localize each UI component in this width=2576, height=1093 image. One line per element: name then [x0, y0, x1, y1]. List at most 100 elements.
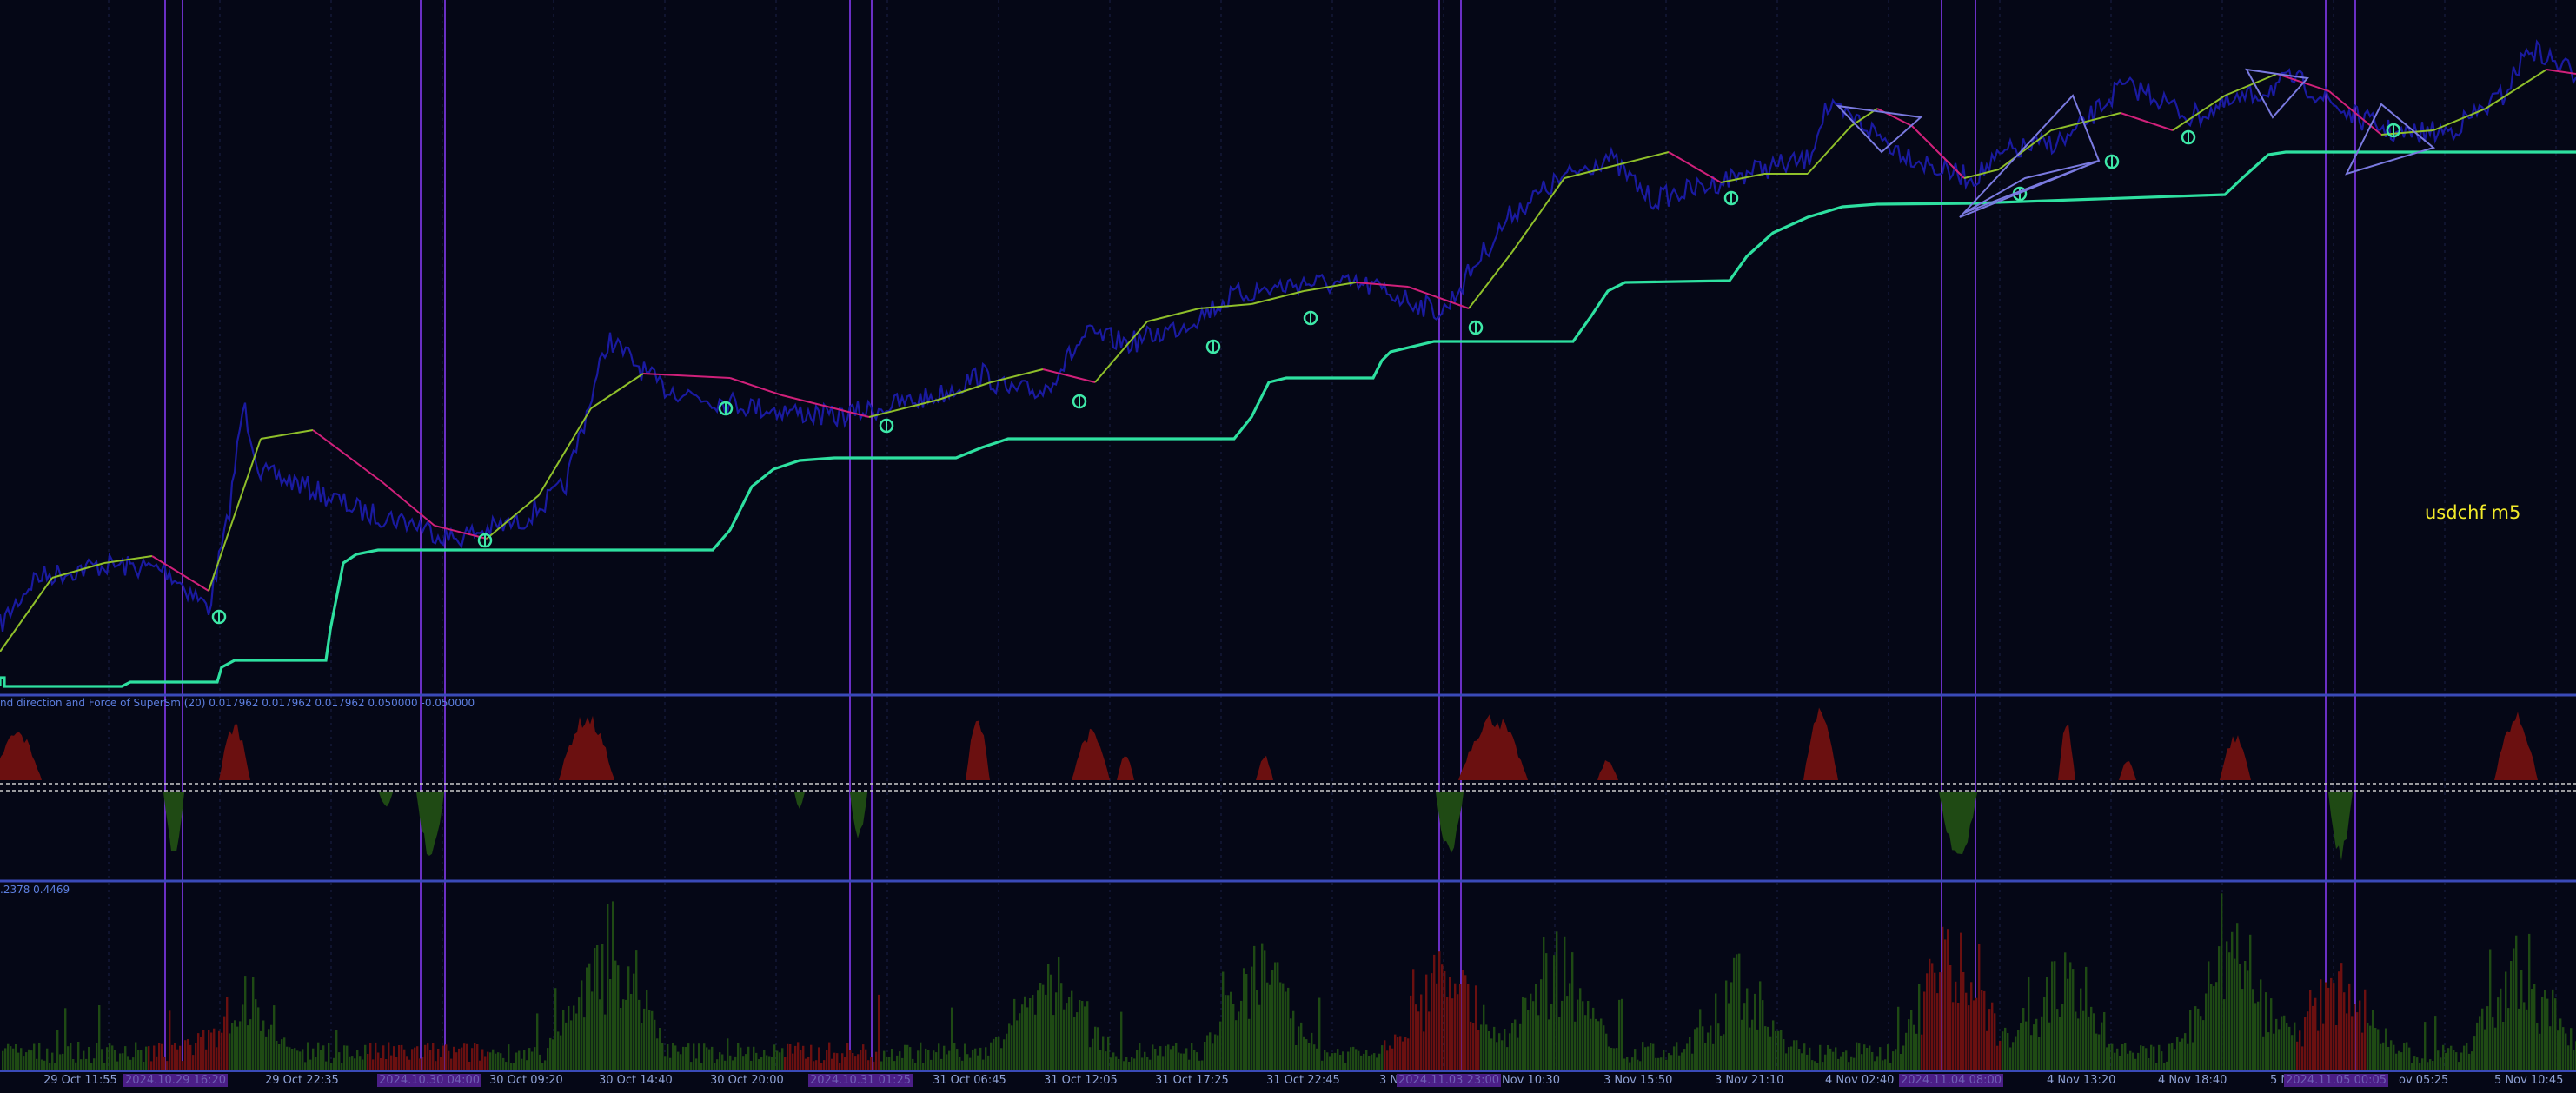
- bull-force-area: [1939, 792, 1977, 855]
- volume-bar: [742, 1056, 745, 1070]
- signal-marker-icon: [2386, 123, 2401, 138]
- volume-bar: [330, 1063, 333, 1070]
- volume-bar: [1493, 1026, 1496, 1070]
- volume-bar: [857, 1054, 860, 1070]
- volume-bar: [1981, 990, 1983, 1070]
- volume-bar: [1423, 1031, 1425, 1070]
- volume-bar: [1616, 1048, 1618, 1070]
- volume-bar: [1264, 950, 1266, 1070]
- volume-bar: [75, 1062, 77, 1070]
- volume-bar: [985, 1047, 987, 1070]
- volume-bar: [1331, 1053, 1334, 1070]
- volume-bar: [750, 1060, 753, 1070]
- volume-bar: [273, 1005, 276, 1070]
- volume-bar: [2314, 997, 2317, 1070]
- volume-bar: [2249, 934, 2252, 1070]
- volume-bar: [2082, 1010, 2085, 1070]
- volume-bar: [641, 1023, 643, 1070]
- volume-bar: [909, 1047, 912, 1070]
- volume-bar: [46, 1048, 49, 1070]
- volume-bar: [484, 1056, 487, 1070]
- volume-bar: [2192, 1042, 2194, 1070]
- volume-bar: [1094, 1026, 1097, 1070]
- volume-bar: [1008, 1023, 1011, 1070]
- volume-bar: [2043, 997, 2046, 1070]
- volume-bar: [487, 1051, 489, 1070]
- volume-bar: [1232, 1004, 1235, 1070]
- volume-bar: [2119, 1056, 2121, 1070]
- volume-bar: [768, 1056, 771, 1070]
- volume-bar: [1050, 974, 1052, 1070]
- volume-bar: [1999, 1040, 2002, 1070]
- volume-bar: [427, 1043, 429, 1070]
- volume-bar: [1605, 1033, 1608, 1070]
- volume-bar: [119, 1053, 122, 1070]
- volume-bar: [2153, 1046, 2155, 1070]
- volume-bar: [312, 1048, 315, 1070]
- volume-bar: [667, 1044, 669, 1070]
- volume-bar: [1308, 1043, 1311, 1070]
- volume-bar: [1326, 1052, 1329, 1070]
- volume-bar: [419, 1058, 422, 1070]
- volume-bar: [1592, 1007, 1595, 1070]
- bear-force-area: [966, 720, 990, 780]
- volume-bar: [15, 1044, 17, 1070]
- volume-bar: [2390, 1040, 2393, 1070]
- volume-bar: [1777, 1030, 1780, 1070]
- volume-bar: [1733, 957, 1736, 1070]
- volume-bar: [1029, 998, 1032, 1070]
- volume-bar: [1683, 1049, 1686, 1070]
- signal-marker-ring: [718, 401, 734, 416]
- volume-bar: [964, 1043, 966, 1070]
- smoothed-line-segment: [103, 555, 153, 564]
- volume-bar: [166, 1061, 169, 1070]
- smoothed-line-segment: [1998, 129, 2052, 170]
- volume-bar: [1251, 966, 1253, 1070]
- volume-bar: [1165, 1045, 1167, 1070]
- volume-bar: [1318, 997, 1321, 1070]
- volume-bar: [1603, 1025, 1605, 1070]
- volume-bar: [1577, 999, 1579, 1070]
- volume-bar: [1131, 1057, 1133, 1070]
- smoothed-line-segment: [538, 407, 592, 496]
- volume-bar: [2085, 966, 2088, 1070]
- volume-bar: [854, 1056, 857, 1070]
- volume-bar: [2340, 963, 2343, 1070]
- volume-bar: [229, 1033, 231, 1070]
- volume-bar: [1751, 1019, 1754, 1070]
- volume-bar: [2348, 983, 2351, 1070]
- smoothed-line-segment: [2328, 90, 2382, 136]
- volume-bar: [265, 1036, 268, 1070]
- time-axis-highlight-tick: 2024.11.03 23:00: [1397, 1074, 1502, 1087]
- smoothed-line-segment: [868, 399, 939, 418]
- volume-bar: [1467, 984, 1470, 1070]
- volume-bar: [1910, 1010, 1913, 1070]
- volume-bar: [1869, 1045, 1871, 1070]
- volume-bar: [1360, 1055, 1363, 1070]
- volume-bar: [1052, 1015, 1055, 1070]
- volume-bar: [72, 1059, 75, 1070]
- volume-bar: [2343, 992, 2346, 1070]
- volume-bar: [2205, 993, 2208, 1070]
- pane-separators[interactable]: [0, 693, 2576, 1072]
- volume-bar: [143, 1062, 145, 1070]
- volume-bar: [1754, 993, 1756, 1070]
- volume-bar: [539, 1054, 541, 1070]
- volume-bar: [1837, 1058, 1840, 1070]
- volume-bar: [1428, 1011, 1431, 1070]
- volume-bar: [2241, 989, 2244, 1070]
- volume-bar: [1287, 987, 1290, 1070]
- volume-bar: [435, 1061, 437, 1070]
- volume-bar: [236, 1026, 239, 1070]
- volume-bar: [1449, 977, 1451, 1070]
- volume-bar: [1519, 1023, 1522, 1070]
- signal-marker-ring: [2386, 123, 2401, 138]
- volume-bar: [62, 1053, 64, 1070]
- volume-bar: [2028, 977, 2030, 1070]
- volume-bar: [912, 1058, 914, 1070]
- volume-bar: [614, 960, 617, 1070]
- volume-bar: [1026, 1007, 1029, 1070]
- bull-force-area: [1436, 792, 1464, 853]
- volume-bar: [1983, 990, 1986, 1070]
